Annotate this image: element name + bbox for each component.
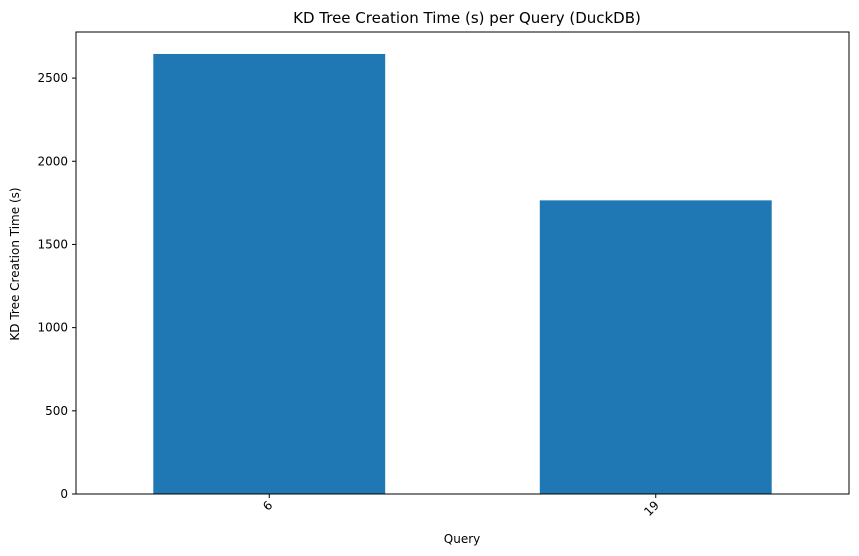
y-tick-label: 500 xyxy=(45,404,68,418)
plot-frame xyxy=(75,31,850,495)
y-tick-label: 2500 xyxy=(37,71,68,85)
y-tick-label: 0 xyxy=(60,487,68,501)
x-tick-label: 19 xyxy=(641,498,662,519)
y-tick-label: 1500 xyxy=(37,237,68,251)
bar-19 xyxy=(539,200,772,494)
chart-title: KD Tree Creation Time (s) per Query (Duc… xyxy=(293,9,641,27)
y-axis-label: KD Tree Creation Time (s) xyxy=(8,187,22,340)
y-tick-label: 2000 xyxy=(37,154,68,168)
y-tick-label: 1000 xyxy=(37,321,68,335)
plot-area: 0 500 1000 1500 2000 2500 6 19 xyxy=(37,31,850,519)
x-axis-label: Query xyxy=(444,532,480,546)
x-tick-label: 6 xyxy=(260,498,275,513)
bar-6 xyxy=(153,53,386,494)
